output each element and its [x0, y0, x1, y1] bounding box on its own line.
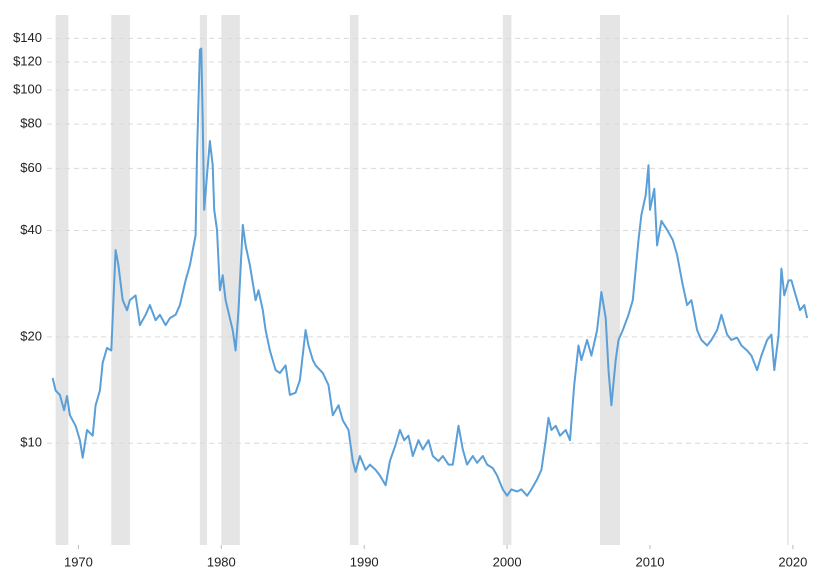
y-tick-label: $100 — [13, 81, 42, 96]
y-tick-label: $20 — [20, 328, 42, 343]
x-tick-label: 2010 — [636, 554, 665, 569]
recession-band — [55, 15, 69, 545]
price-line — [51, 47, 809, 497]
recession-band — [221, 15, 240, 545]
y-tick-label: $40 — [20, 222, 42, 237]
recession-band — [349, 15, 359, 545]
x-tick-label: 1980 — [207, 554, 236, 569]
y-tick-label: $60 — [20, 160, 42, 175]
x-tick-label: 1990 — [350, 554, 379, 569]
recession-band — [502, 15, 512, 545]
y-tick-label: $10 — [20, 435, 42, 450]
y-tick-label: $140 — [13, 30, 42, 45]
y-tick-label: $120 — [13, 53, 42, 68]
recession-band — [599, 15, 620, 545]
y-tick-label: $80 — [20, 116, 42, 131]
recession-band — [199, 15, 208, 545]
x-tick-label: 1970 — [64, 554, 93, 569]
x-tick-label: 2020 — [778, 554, 807, 569]
x-tick-label: 2000 — [493, 554, 522, 569]
